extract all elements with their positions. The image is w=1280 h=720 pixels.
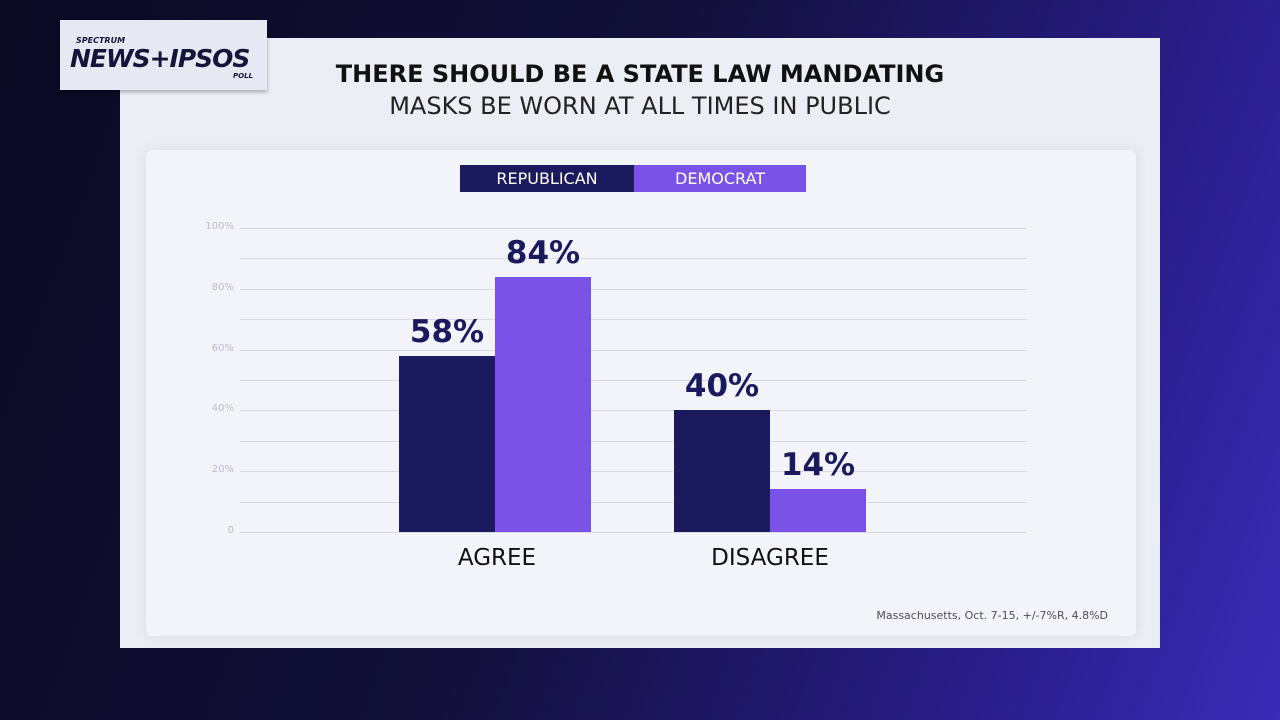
gridline: [240, 501, 1027, 503]
chart-card: [146, 150, 1136, 636]
bar-republican-disagree: [674, 410, 770, 532]
data-label: 58%: [409, 313, 485, 350]
gridline: [240, 471, 1027, 473]
gridline: [240, 440, 1027, 442]
gridline: [240, 349, 1027, 351]
gridline: [240, 258, 1027, 260]
logo-top: SPECTRUM: [76, 36, 126, 45]
bar-republican-agree: [399, 355, 495, 532]
y-tick-label: 40%: [211, 403, 234, 415]
y-tick-label: 60%: [211, 342, 234, 354]
chart-subtitle: MASKS BE WORN AT ALL TIMES IN PUBLIC: [389, 92, 891, 120]
y-tick-label: 100%: [205, 221, 234, 232]
category-label-disagree: DISAGREE: [711, 545, 829, 571]
data-label: 40%: [684, 368, 760, 405]
y-tick-label: 20%: [211, 464, 234, 476]
legend-democrat: DEMOCRAT: [634, 165, 806, 192]
gridline: [240, 380, 1027, 381]
logo-main: NEWS+IPSOS: [70, 44, 250, 73]
y-tick-label: 80%: [211, 281, 234, 293]
gridline: [240, 410, 1027, 412]
chart-title: THERE SHOULD BE A STATE LAW MANDATING: [335, 60, 945, 88]
data-label: 14%: [780, 447, 856, 484]
gridline: [240, 288, 1027, 290]
gridline: [240, 532, 1027, 533]
gridline: [240, 228, 1027, 229]
logo-sub: POLL: [233, 72, 254, 80]
bar-democrat-disagree: [770, 489, 866, 532]
spectrum-news-ipsos-logo: SPECTRUM NEWS+IPSOS POLL: [60, 20, 267, 90]
gridline: [240, 319, 1027, 321]
data-label: 84%: [505, 234, 581, 271]
bar-democrat-agree: [495, 276, 591, 532]
y-tick-label: 0: [227, 525, 234, 536]
legend-republican: REPUBLICAN: [460, 165, 634, 192]
source-note: Massachusetts, Oct. 7-15, +/-7%R, 4.8%D: [876, 609, 1108, 622]
category-label-agree: AGREE: [457, 545, 537, 571]
